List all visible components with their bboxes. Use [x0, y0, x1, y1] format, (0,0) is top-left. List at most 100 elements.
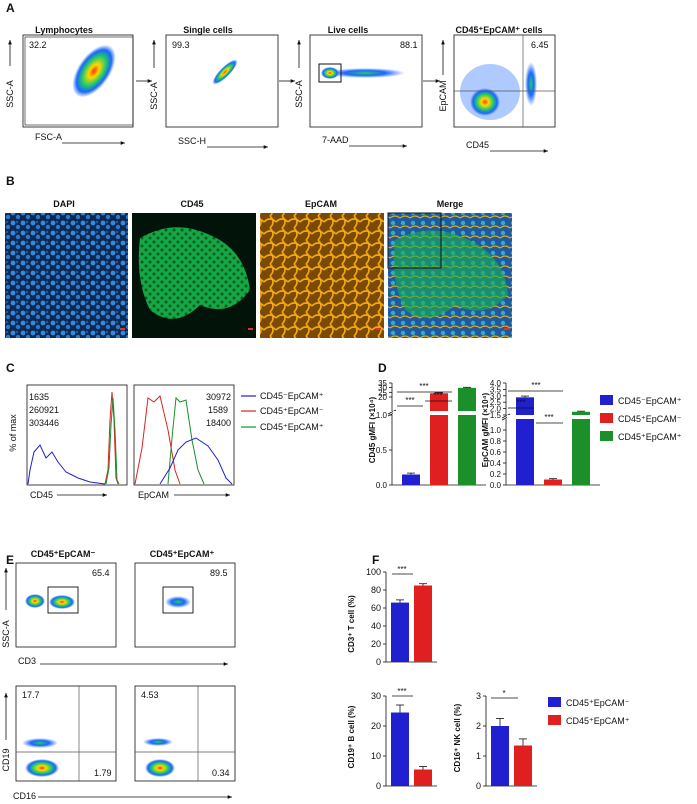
tick-label: 2.0: [490, 405, 502, 414]
bar: [414, 585, 432, 662]
flow-plot-cd3-neg: 65.4: [15, 562, 117, 648]
tick-label: 2: [476, 721, 481, 731]
plot-title: Live cells: [328, 25, 369, 35]
epcam-image: [260, 213, 384, 338]
bar-legend-f: CD45⁺EpCAM⁻ CD45⁺EpCAM⁺: [548, 697, 630, 726]
histogram-legend: CD45⁻EpCAM⁺ CD45⁺EpCAM⁻ CD45⁺EpCAM⁺: [241, 391, 324, 432]
y-axis-label: SSC-A: [294, 80, 304, 108]
sig-marker: ***: [531, 381, 540, 390]
flow-plot-cd19-cd16-neg: 17.7 1.79: [15, 685, 117, 782]
cell-population: [72, 44, 116, 98]
tick-label: 10: [371, 751, 381, 761]
cell-population: [525, 62, 537, 106]
histogram-epcam: 30972 1589 18400 EpCAM: [133, 384, 235, 500]
y-axis-label: EpCAM gMFI (×10⁴): [481, 392, 490, 467]
x-axis-label: SSC-H: [178, 136, 206, 146]
image-label-merge: Merge: [437, 199, 464, 209]
bar: [514, 745, 532, 786]
quadrant-value: 17.7: [22, 690, 40, 700]
gate: [318, 63, 342, 83]
zoom-inset-box: [387, 212, 442, 269]
histogram-cd45: 1635 260921 303446 CD45: [26, 384, 128, 500]
tick-label: 100: [366, 567, 381, 577]
flow-plot-cd3-pos: 89.5: [134, 562, 236, 648]
cell-population: [321, 67, 339, 79]
bar: [491, 726, 509, 786]
tick-label: 2.5: [490, 398, 502, 407]
legend-entry: CD45⁻EpCAM⁺: [618, 396, 682, 406]
dapi-image: [5, 213, 128, 338]
sig-marker: ***: [516, 398, 525, 407]
bar: [430, 393, 448, 485]
image-label-epcam: EpCAM: [305, 199, 337, 209]
plot-title: CD45⁺EpCAM⁺ cells: [455, 25, 542, 35]
chart-cd16-nk-cell: CD16⁺ NK cell (%) 0 1 2 3: [453, 691, 537, 791]
y-axis-label: CD19: [1, 748, 11, 771]
bar: [572, 411, 590, 485]
tick-label: 0.5: [376, 446, 388, 455]
x-axis-label: EpCAM: [138, 490, 169, 500]
tick-label: 0: [376, 781, 381, 791]
column-title: CD45⁺EpCAM⁻: [31, 549, 96, 559]
cell-population: [325, 68, 405, 78]
tick-label: 30: [378, 384, 387, 393]
tick-label: 3: [476, 691, 481, 701]
tick-label: 80: [371, 585, 381, 595]
gmfi-value: 260921: [29, 405, 59, 415]
flow-plot-live-cells: Live cells 88.1 SSC-A 7-AAD: [294, 25, 423, 148]
x-axis-label: FSC-A: [35, 132, 62, 142]
panel-f-letter: F: [372, 553, 379, 567]
tick-label: 1.5: [490, 411, 502, 420]
legend-entry: CD45⁺EpCAM⁻: [618, 414, 682, 424]
gate-value: 88.1: [400, 40, 418, 50]
bar-legend-d: CD45⁻EpCAM⁺ CD45⁺EpCAM⁻ CD45⁺EpCAM⁺: [600, 395, 682, 442]
quadrant-value: 0.34: [212, 768, 230, 778]
gmfi-value: 1635: [29, 392, 49, 402]
panel-d-letter: D: [378, 361, 387, 375]
y-axis-label: EpCAM: [438, 80, 448, 111]
plot-title: Single cells: [183, 25, 233, 35]
y-axis-label: CD3⁺ T cell (%): [347, 595, 356, 653]
y-axis-label: % of max: [8, 414, 18, 452]
gate: [162, 586, 194, 614]
x-axis-label: CD3: [18, 656, 36, 666]
cell-population: [470, 88, 500, 116]
chart-cd19-b-cell: CD19⁺ B cell (%) 0 10 20 30: [347, 691, 437, 791]
legend-entry: CD45⁺EpCAM⁺: [260, 422, 324, 432]
tick-label: 20: [371, 721, 381, 731]
bar: [391, 712, 409, 786]
bar: [414, 769, 432, 786]
tick-label: 0.6: [490, 448, 502, 457]
significance-d: *** *** *** *** *** ***: [397, 381, 563, 424]
tick-label: 25: [378, 388, 387, 397]
legend-entry: CD45⁺EpCAM⁺: [618, 432, 682, 442]
tick-label: 1: [476, 751, 481, 761]
chart-cd3-t-cell: CD3⁺ T cell (%) 0 20 40 60 80 100: [347, 567, 437, 667]
sig-marker: ***: [397, 687, 406, 696]
sig-marker: ***: [419, 382, 428, 391]
y-axis-label: CD45 gMFI (×10⁴): [368, 396, 377, 463]
y-axis-label: SSC-A: [149, 82, 159, 110]
tick-label: 30: [371, 691, 381, 701]
chart-epcam-gmfi: EpCAM gMFI (×10⁴) 0.00.20.40.60.81.01.52…: [481, 379, 604, 490]
tick-label: 0.4: [490, 459, 502, 468]
sig-marker: ***: [433, 391, 442, 400]
plot-title: Lymphocytes: [35, 25, 93, 35]
quadrant-value: 4.53: [141, 690, 159, 700]
panel-b-letter: B: [6, 174, 15, 188]
tick-label: 0.0: [376, 481, 388, 490]
y-axis-label: CD19⁺ B cell (%): [347, 705, 356, 768]
sig-marker: ***: [544, 413, 553, 422]
microscopy-row: DAPI CD45 EpCAM Merge: [5, 199, 512, 338]
significance-f: *** *** *: [392, 565, 518, 699]
panel-a-letter: A: [6, 1, 15, 15]
quadrant-value: 1.79: [94, 768, 112, 778]
gate-value: 99.3: [172, 40, 190, 50]
x-axis-label: CD45: [466, 140, 489, 150]
gate-value: 6.45: [531, 40, 549, 50]
sig-marker: ***: [405, 396, 414, 405]
cell-population: [212, 59, 238, 85]
gmfi-value: 1589: [208, 405, 228, 415]
gmfi-value: 18400: [206, 418, 231, 428]
